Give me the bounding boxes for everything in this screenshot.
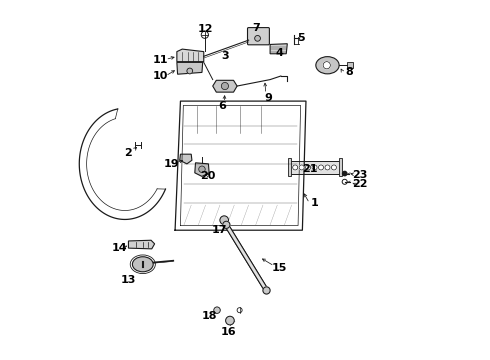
Circle shape <box>225 316 234 325</box>
Text: 18: 18 <box>201 311 217 321</box>
Circle shape <box>343 171 347 176</box>
Circle shape <box>214 307 220 314</box>
Text: 22: 22 <box>352 179 368 189</box>
Bar <box>288 158 291 176</box>
Polygon shape <box>128 240 155 249</box>
Circle shape <box>223 221 230 228</box>
Circle shape <box>293 165 298 170</box>
Ellipse shape <box>316 57 339 74</box>
Circle shape <box>221 82 228 90</box>
Text: 8: 8 <box>345 67 353 77</box>
Text: 12: 12 <box>198 24 213 35</box>
Polygon shape <box>270 44 287 54</box>
Text: 7: 7 <box>252 23 260 33</box>
Circle shape <box>331 165 337 170</box>
Text: 17: 17 <box>212 225 228 235</box>
Text: 15: 15 <box>271 263 287 273</box>
Circle shape <box>263 287 270 294</box>
Text: 11: 11 <box>153 55 169 65</box>
Text: 1: 1 <box>311 198 319 208</box>
Circle shape <box>312 165 317 170</box>
Circle shape <box>299 165 304 170</box>
Text: 20: 20 <box>199 171 215 181</box>
Text: 3: 3 <box>221 51 229 61</box>
Polygon shape <box>213 80 237 92</box>
Text: 19: 19 <box>164 159 179 169</box>
Polygon shape <box>177 62 203 74</box>
Text: 2: 2 <box>124 148 132 158</box>
Bar <box>290 161 340 174</box>
Ellipse shape <box>132 257 153 272</box>
Text: 4: 4 <box>275 48 283 58</box>
FancyBboxPatch shape <box>247 28 270 45</box>
Bar <box>339 158 342 176</box>
Polygon shape <box>180 154 192 164</box>
Circle shape <box>318 165 323 170</box>
Text: 21: 21 <box>302 164 318 174</box>
Text: 5: 5 <box>297 33 304 43</box>
Text: 16: 16 <box>221 327 237 337</box>
Polygon shape <box>177 49 204 62</box>
Circle shape <box>187 68 193 74</box>
Text: 23: 23 <box>352 170 368 180</box>
Text: 13: 13 <box>121 275 136 285</box>
Circle shape <box>255 36 260 41</box>
Circle shape <box>306 165 311 170</box>
Circle shape <box>199 166 205 172</box>
Text: 6: 6 <box>218 102 225 112</box>
Circle shape <box>323 62 330 69</box>
Circle shape <box>220 216 228 225</box>
Bar <box>347 62 353 68</box>
Text: 14: 14 <box>112 243 127 253</box>
Polygon shape <box>195 163 209 176</box>
Text: 10: 10 <box>153 71 169 81</box>
Text: 9: 9 <box>265 93 272 103</box>
Circle shape <box>325 165 330 170</box>
